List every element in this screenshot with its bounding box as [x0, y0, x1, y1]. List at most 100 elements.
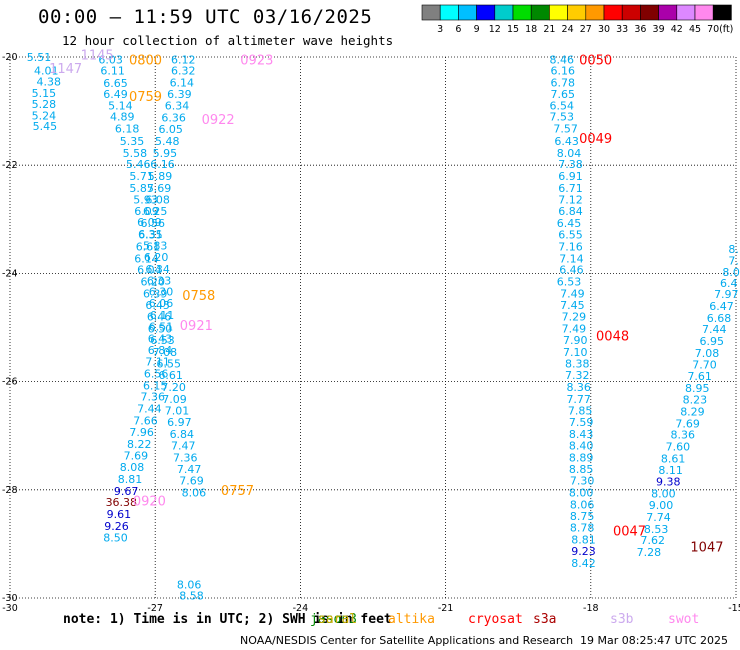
wave-height-point: 6.25	[143, 205, 168, 218]
color-scale-label: 21	[543, 24, 555, 35]
wave-height-point: 8.43	[569, 428, 594, 441]
wave-height-point: 6.11	[100, 65, 125, 78]
chart-subtitle: 12 hour collection of altimeter wave hei…	[62, 33, 394, 48]
wave-height-point: 7.29	[562, 311, 587, 324]
y-tick-label: -26	[2, 377, 18, 388]
wave-height-point: 7.57	[553, 122, 578, 135]
wave-height-point: 7.66	[133, 415, 158, 428]
wave-height-point: 7.20	[161, 381, 186, 394]
wave-height-point: 8.58	[179, 589, 204, 602]
wave-height-point: 6.61	[136, 240, 161, 253]
wave-height-point: 8.78	[570, 522, 595, 535]
wave-height-point: 5.95	[153, 147, 178, 160]
wave-height-point: 6.16	[150, 158, 175, 171]
wave-height-point: 7.16	[558, 240, 583, 253]
wave-height-point: 7.	[728, 254, 739, 267]
wave-height-point: 6.84	[148, 344, 173, 357]
wave-height-point: 8.11	[658, 464, 683, 477]
wave-height-point: 6.34	[165, 100, 190, 113]
wave-height-point: 7.70	[692, 358, 717, 371]
wave-height-point: 7.47	[171, 439, 196, 452]
wave-height-point: 6.54	[550, 100, 575, 113]
wave-height-point: 7.65	[550, 88, 575, 101]
wave-height-point: 7.62	[641, 534, 666, 547]
wave-height-point: 7.74	[646, 511, 671, 524]
wave-height-point: 6.39	[143, 287, 168, 300]
wave-height-point: 7.69	[179, 475, 204, 488]
wave-height-point: 7.10	[563, 346, 588, 359]
wave-height-point: 6.55	[157, 358, 182, 371]
wave-height-point: 5.48	[155, 135, 180, 148]
legend-entry-cryosat: cryosat	[468, 612, 523, 627]
wave-height-point: 4.89	[110, 111, 135, 124]
wave-height-point: 5.46	[126, 158, 151, 171]
wave-height-point: 6.68	[707, 312, 732, 325]
time-label: 0048	[596, 330, 629, 345]
wave-height-point: 7.30	[570, 475, 595, 488]
time-label: 1145	[81, 48, 114, 63]
color-scale-label: 33	[616, 24, 628, 35]
wave-height-point: 4.01	[34, 65, 59, 78]
wave-height-point: 8.29	[680, 405, 705, 418]
time-label: 1047	[690, 541, 723, 556]
wave-height-point: 6.46	[559, 264, 584, 277]
wave-height-point: 8.53	[644, 523, 669, 536]
legend-entry-jason3: jason3	[310, 612, 357, 627]
wave-height-point: 6.11	[150, 309, 175, 322]
wave-height-point: 6.53	[557, 276, 582, 289]
color-scale-label: 39	[653, 24, 665, 35]
wave-height-point: 7.36	[173, 451, 198, 464]
legend-entry-swot: swot	[668, 612, 700, 627]
wave-height-point: 8.95	[685, 382, 710, 395]
wave-height-point: 8.61	[661, 452, 686, 465]
wave-height-point: 6.14	[170, 76, 195, 89]
color-scale-label: 36	[634, 24, 646, 35]
y-tick-label: -30	[2, 593, 18, 604]
credit-text: NOAA/NESDIS Center for Satellite Applica…	[240, 634, 574, 647]
wave-height-point: 6.36	[161, 112, 186, 125]
wave-height-point: 5.69	[147, 182, 172, 195]
wave-height-point: 6.35	[138, 228, 163, 241]
wave-height-point: 8.	[728, 243, 739, 256]
x-tick-label: -30	[2, 603, 18, 614]
wave-height-point: 6.20	[141, 276, 166, 289]
wave-height-point: 8.06	[182, 487, 207, 500]
time-label: 0800	[129, 54, 162, 69]
wave-height-point: 7.96	[129, 426, 154, 439]
wave-height-point: 6.43	[554, 135, 579, 148]
wave-height-point: 6.05	[158, 123, 183, 136]
timestamp-text: 19 Mar 08:25:47 UTC 2025	[580, 634, 728, 647]
time-label: 0050	[579, 54, 612, 69]
wave-height-point: 5.28	[32, 98, 57, 111]
wave-height-point: 4.38	[36, 75, 61, 88]
wave-height-point: 6.47	[709, 300, 734, 313]
wave-height-point: 6.65	[103, 77, 128, 90]
wave-height-point: 6.45	[145, 299, 170, 312]
wave-height-point: 7.09	[162, 393, 187, 406]
wave-height-point: 7.12	[558, 193, 583, 206]
color-scale-label: 45	[689, 24, 701, 35]
color-scale-label: 9	[474, 24, 480, 35]
wave-height-point: 6.32	[171, 65, 196, 78]
y-tick-label: -24	[2, 268, 18, 279]
wave-height-point: 6.15	[143, 379, 168, 392]
color-scale-bar: 3 6 9 12 15 18 21 24 27 30 33 36 39 42 45 70 (ft)	[421, 4, 733, 35]
wave-height-point: 8.04	[557, 147, 582, 160]
wave-height-point: 6.14	[134, 252, 159, 265]
wave-height-point: 7.61	[687, 370, 712, 383]
wave-height-point: 7.11	[145, 356, 170, 369]
wave-height-point: 6.56	[141, 217, 166, 230]
wave-height-point: 5.51	[27, 51, 52, 64]
y-tick-label: -28	[2, 485, 18, 496]
wave-height-point: 5.58	[123, 147, 148, 160]
wave-height-point: 8.0	[722, 266, 740, 279]
wave-height-point: 6.34	[145, 263, 170, 276]
wave-height-point: 8.89	[569, 451, 594, 464]
wave-height-point: 6.16	[550, 65, 575, 78]
wave-height-point: 7.77	[566, 393, 591, 406]
color-scale-label: 18	[525, 24, 537, 35]
chart-title: 00:00 – 11:59 UTC 03/16/2025	[38, 6, 373, 28]
wave-height-point: 6.84	[558, 205, 583, 218]
wave-height-point: 8.81	[118, 473, 143, 486]
time-label: 0758	[182, 289, 215, 304]
